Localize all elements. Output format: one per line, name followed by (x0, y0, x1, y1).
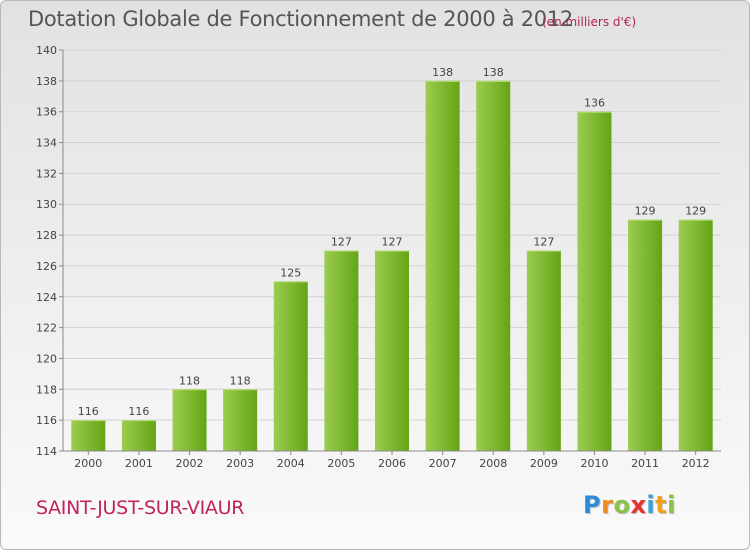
y-tick-label: 126 (36, 260, 57, 273)
x-tick-label: 2002 (176, 457, 204, 470)
bar (121, 420, 156, 451)
bar-value-label: 129 (685, 205, 706, 218)
bar-value-label: 116 (128, 405, 149, 418)
logo-letter: P (583, 491, 602, 519)
bar (71, 420, 106, 451)
bar (425, 80, 460, 451)
y-tick-label: 114 (36, 445, 57, 458)
y-tick-label: 122 (36, 322, 57, 335)
bar-value-label: 138 (483, 66, 504, 79)
y-tick-label: 124 (36, 291, 57, 304)
x-tick-label: 2001 (125, 457, 153, 470)
chart-unit: (en milliers d'€) (542, 15, 637, 29)
x-tick-label: 2005 (327, 457, 355, 470)
bar-value-label: 116 (78, 405, 99, 418)
logo-letter: x (630, 491, 647, 519)
proxiti-logo: Proxiti (583, 491, 676, 519)
y-tick-label: 130 (36, 198, 57, 211)
bar (273, 281, 308, 451)
bar-value-label: 136 (584, 97, 605, 110)
x-tick-label: 2012 (682, 457, 710, 470)
x-tick-label: 2003 (226, 457, 254, 470)
bar (223, 389, 258, 451)
y-tick-label: 120 (36, 352, 57, 365)
bar-value-label: 127 (382, 236, 403, 249)
x-tick-label: 2008 (479, 457, 507, 470)
bar (324, 250, 359, 451)
y-tick-label: 134 (36, 137, 57, 150)
bar (476, 80, 511, 451)
y-tick-label: 128 (36, 229, 57, 242)
chart-title: Dotation Globale de Fonctionnement de 20… (28, 7, 573, 31)
bar-value-label: 127 (533, 236, 554, 249)
x-tick-label: 2004 (277, 457, 305, 470)
commune-name: SAINT-JUST-SUR-VIAUR (36, 497, 245, 519)
bar (577, 111, 612, 451)
logo-letter: i (667, 491, 676, 519)
bar (628, 219, 663, 451)
bar-value-label: 129 (635, 205, 656, 218)
bar (526, 250, 561, 451)
x-tick-label: 2010 (580, 457, 608, 470)
x-tick-label: 2007 (429, 457, 457, 470)
logo-letter: t (655, 491, 668, 519)
bar (172, 389, 207, 451)
bar (375, 250, 409, 451)
logo-letter: r (601, 491, 614, 519)
x-tick-label: 2011 (631, 457, 659, 470)
x-tick-label: 2006 (378, 457, 406, 470)
bar-layer: 116 116 118 118 125 127 127 138 138 127 136 129 129 (71, 66, 713, 451)
bar-value-label: 125 (280, 266, 301, 279)
x-tick-label: 2000 (74, 457, 102, 470)
y-tick-label: 118 (36, 383, 57, 396)
bar-value-label: 118 (179, 374, 200, 387)
y-tick-label: 136 (36, 106, 57, 119)
y-tick-label: 116 (36, 414, 57, 427)
logo-letter: o (613, 491, 631, 519)
x-tick-label: 2009 (530, 457, 558, 470)
axis-layer: 1141161181201221241261281301321341361381… (36, 44, 721, 470)
logo-letter: i (646, 491, 656, 519)
bar-value-label: 138 (432, 66, 453, 79)
y-tick-label: 132 (36, 167, 57, 180)
bar-value-label: 127 (331, 236, 352, 249)
bar-value-label: 118 (230, 374, 251, 387)
y-tick-label: 138 (36, 75, 57, 88)
bar (678, 219, 713, 451)
y-tick-label: 140 (36, 44, 57, 57)
